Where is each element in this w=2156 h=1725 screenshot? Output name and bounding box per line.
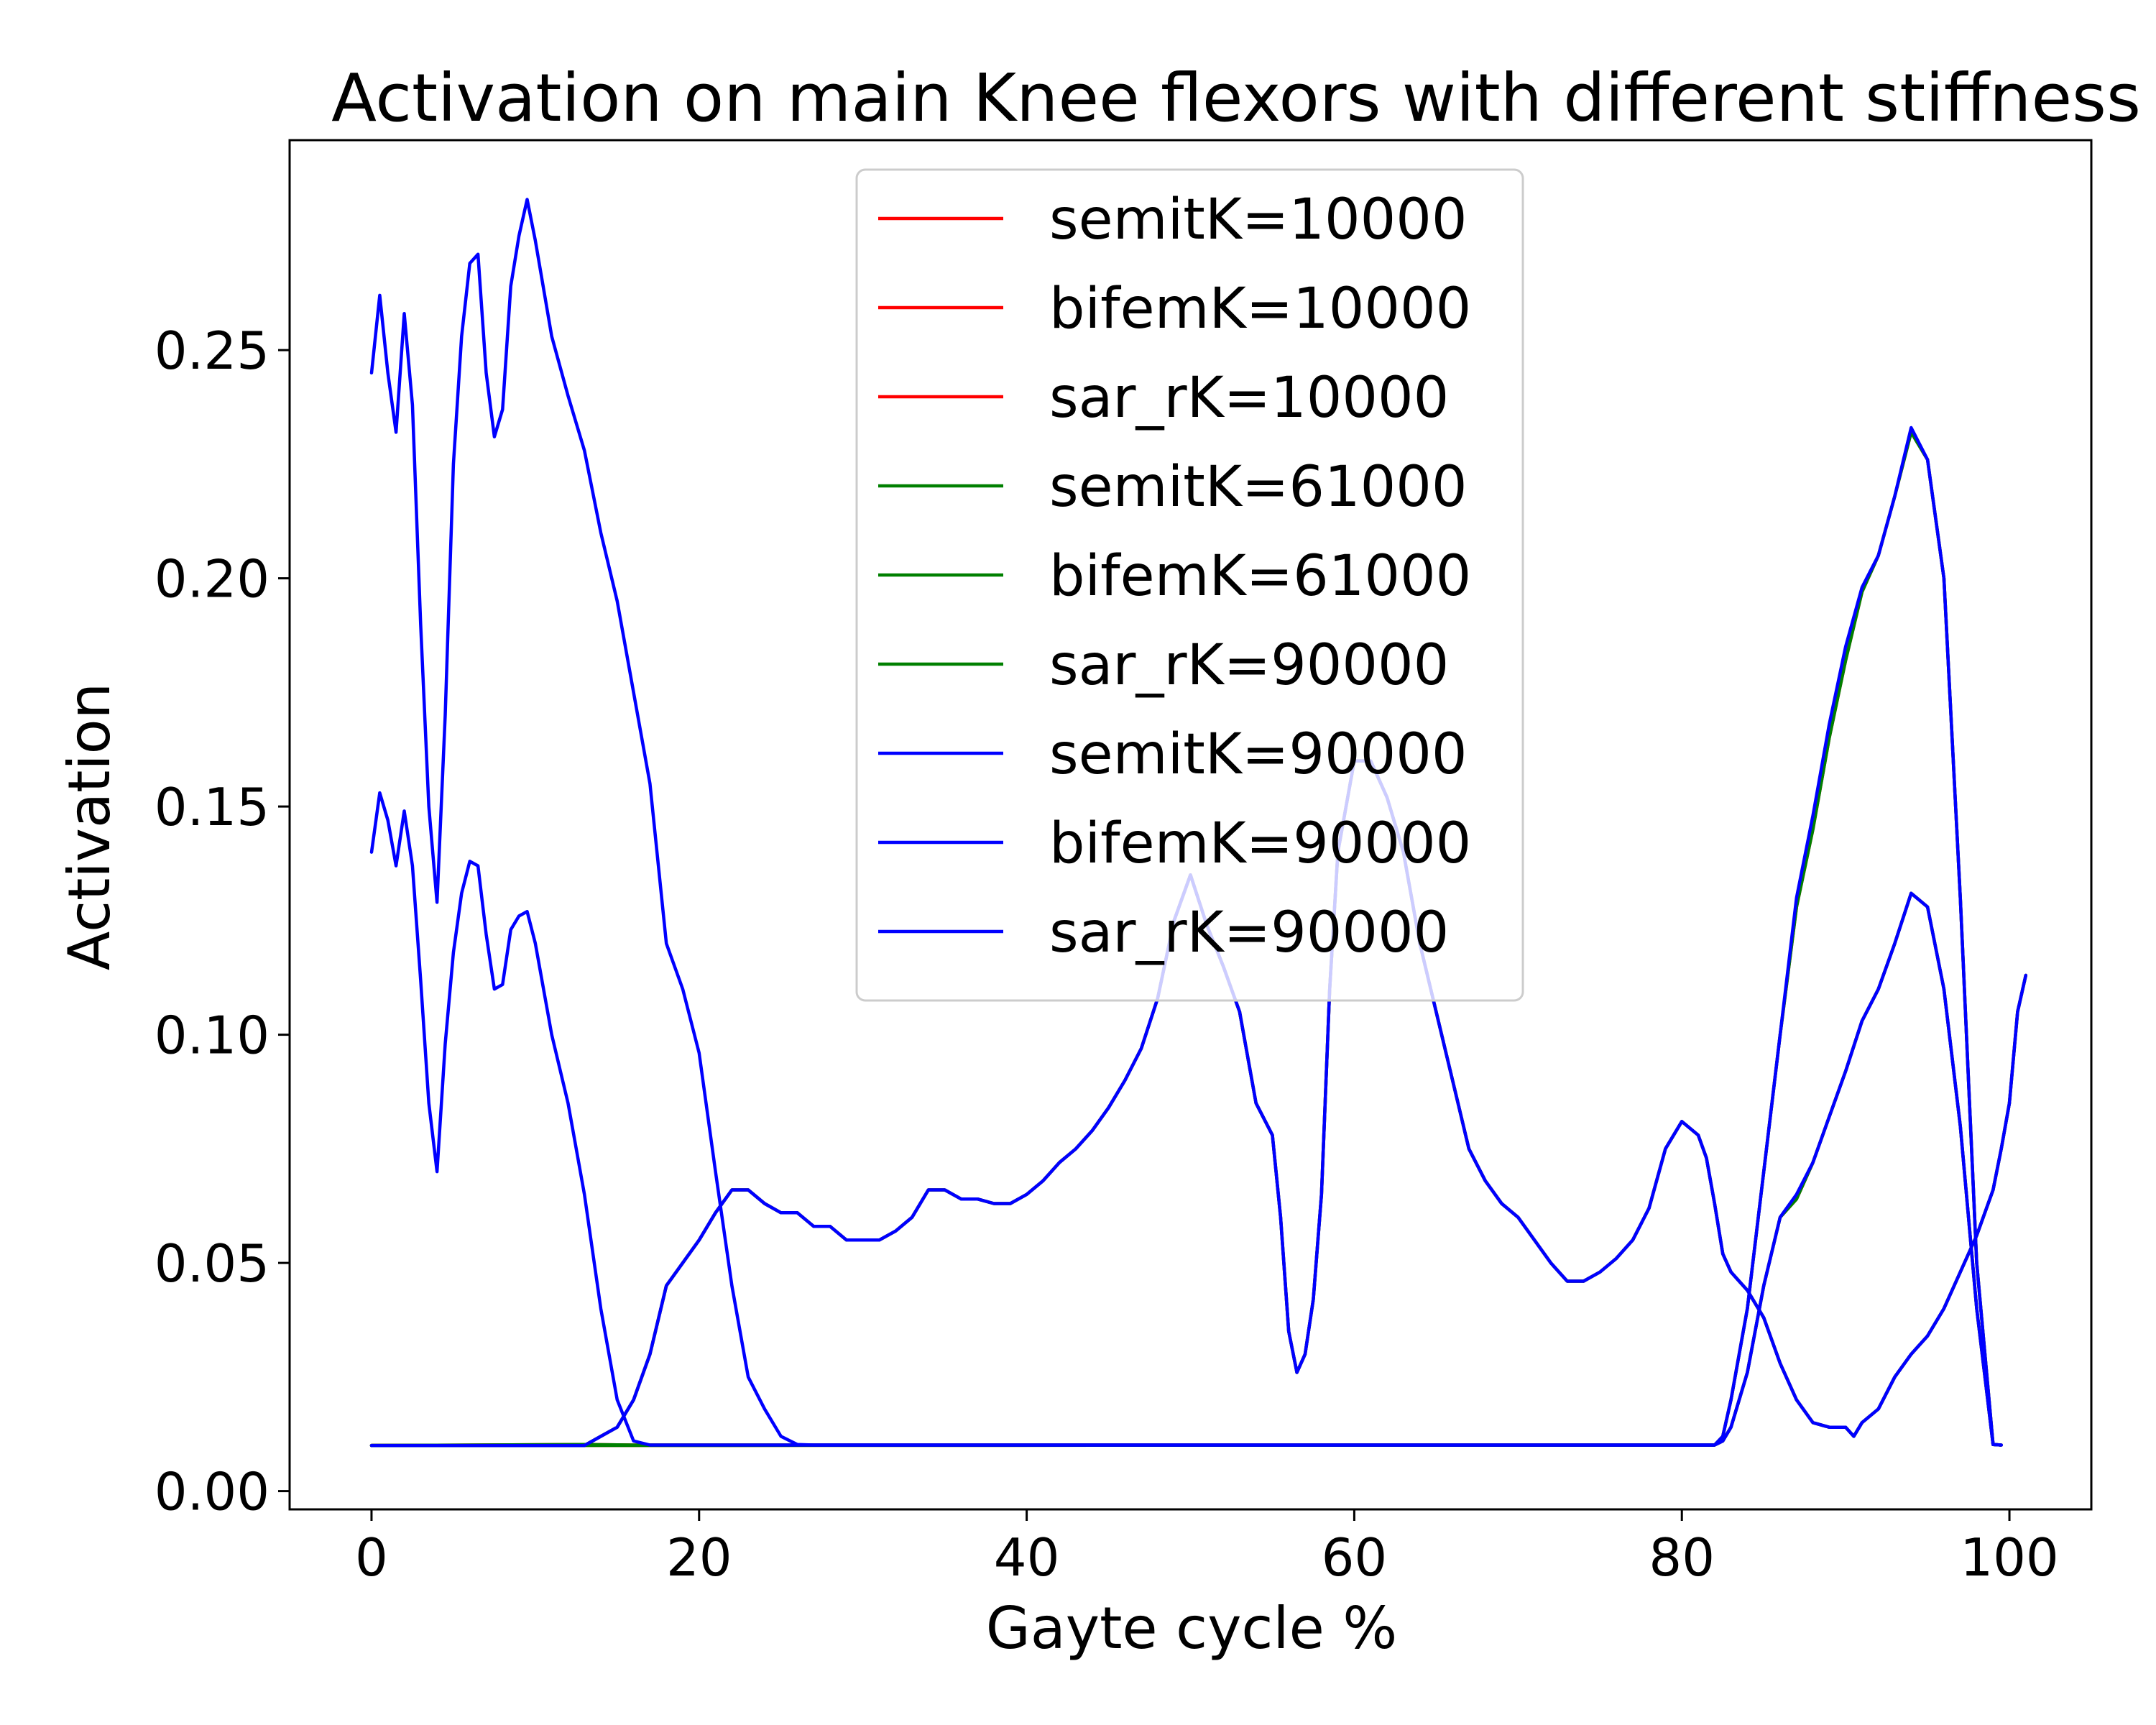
legend-label: bifemK=90000: [1049, 811, 1471, 876]
legend-label: semitK=10000: [1049, 188, 1468, 252]
y-tick-label: 0.10: [155, 1006, 270, 1066]
legend-label: semitK=61000: [1049, 455, 1468, 520]
plot-lines: [369, 198, 2028, 1448]
y-tick-label: 0.00: [155, 1462, 270, 1522]
y-axis: 0.00 0.05 0.10 0.15 0.20 0.25: [155, 321, 290, 1522]
legend-box: [855, 168, 1524, 1002]
x-tick-label: 100: [1960, 1527, 2058, 1588]
y-tick-label: 0.20: [155, 549, 270, 610]
y-tick-label: 0.25: [155, 321, 270, 381]
legend-label: bifemK=10000: [1049, 277, 1471, 341]
legend: semitK=10000 bifemK=10000 sar_rK=10000semi…: [855, 168, 1524, 1002]
series-line-7: [369, 198, 2003, 1447]
plot-frame: [288, 139, 2093, 1511]
x-axis-label: Gayte cycle %: [986, 1595, 1398, 1662]
chart-title: Activation on main Knee flexors with dif…: [331, 60, 2141, 137]
x-tick-label: 80: [1649, 1527, 1715, 1588]
y-tick-label: 0.05: [155, 1233, 270, 1294]
y-tick-label: 0.15: [155, 777, 270, 837]
x-tick-label: 20: [666, 1527, 732, 1588]
y-axis-label: Activation: [56, 683, 123, 971]
series-line-8: [369, 759, 2028, 1448]
legend-label: sar_rK=90000: [1049, 633, 1449, 698]
legend-label: sar_rK=90000: [1049, 901, 1449, 965]
legend-label: bifemK=61000: [1049, 544, 1471, 609]
x-axis: 0 20 40 60 80 100: [355, 1509, 2059, 1588]
legend-label: sar_rK=10000: [1049, 366, 1449, 431]
legend-label: semitK=90000: [1049, 722, 1468, 787]
x-tick-label: 40: [994, 1527, 1060, 1588]
series-line-6: [369, 791, 2003, 1447]
x-tick-label: 60: [1322, 1527, 1388, 1588]
x-tick-label: 0: [355, 1527, 388, 1588]
